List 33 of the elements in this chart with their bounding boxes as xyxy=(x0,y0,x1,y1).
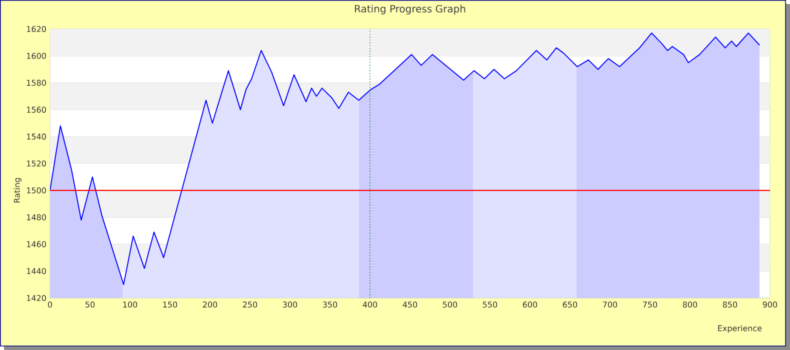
x-tick-label: 800 xyxy=(682,302,698,308)
y-tick-label: 1560 xyxy=(27,106,46,113)
x-tick-label: 200 xyxy=(202,302,218,308)
y-tick-label: 1440 xyxy=(27,268,46,274)
y-tick-label: 1500 xyxy=(27,187,46,194)
y-tick-label: 1540 xyxy=(27,134,46,140)
x-tick-label: 0 xyxy=(48,302,52,308)
y-tick-label: 1480 xyxy=(27,214,46,220)
x-tick-label: 150 xyxy=(163,302,178,308)
x-tick-label: 900 xyxy=(762,302,778,308)
x-tick-label: 350 xyxy=(322,302,338,308)
y-tick-label: 1520 xyxy=(27,160,46,167)
y-tick-label: 1420 xyxy=(27,294,46,302)
y-tick-label: 1580 xyxy=(27,80,46,86)
x-tick-label: 250 xyxy=(242,302,258,308)
x-axis-title: Experience xyxy=(718,325,762,333)
x-tick-label: 750 xyxy=(643,302,658,308)
y-axis-title: Rating xyxy=(14,178,22,203)
y-tick-label: 1620 xyxy=(27,26,46,32)
x-tick-label: 100 xyxy=(123,302,138,308)
x-tick-label: 550 xyxy=(482,302,498,308)
x-tick-label: 300 xyxy=(282,302,298,308)
x-tick-label: 850 xyxy=(722,302,738,308)
chart-title: Rating Progress Graph xyxy=(355,4,466,14)
y-tick-label: 1600 xyxy=(27,52,46,59)
x-tick-label: 450 xyxy=(402,302,418,308)
x-tick-label: 700 xyxy=(603,302,618,308)
x-tick-label: 50 xyxy=(86,302,95,308)
x-tick-label: 500 xyxy=(442,302,458,308)
x-tick-label: 600 xyxy=(522,302,538,308)
x-tick-label: 650 xyxy=(562,302,578,308)
x-tick-label: 400 xyxy=(362,302,378,308)
y-tick-label: 1460 xyxy=(27,241,46,248)
